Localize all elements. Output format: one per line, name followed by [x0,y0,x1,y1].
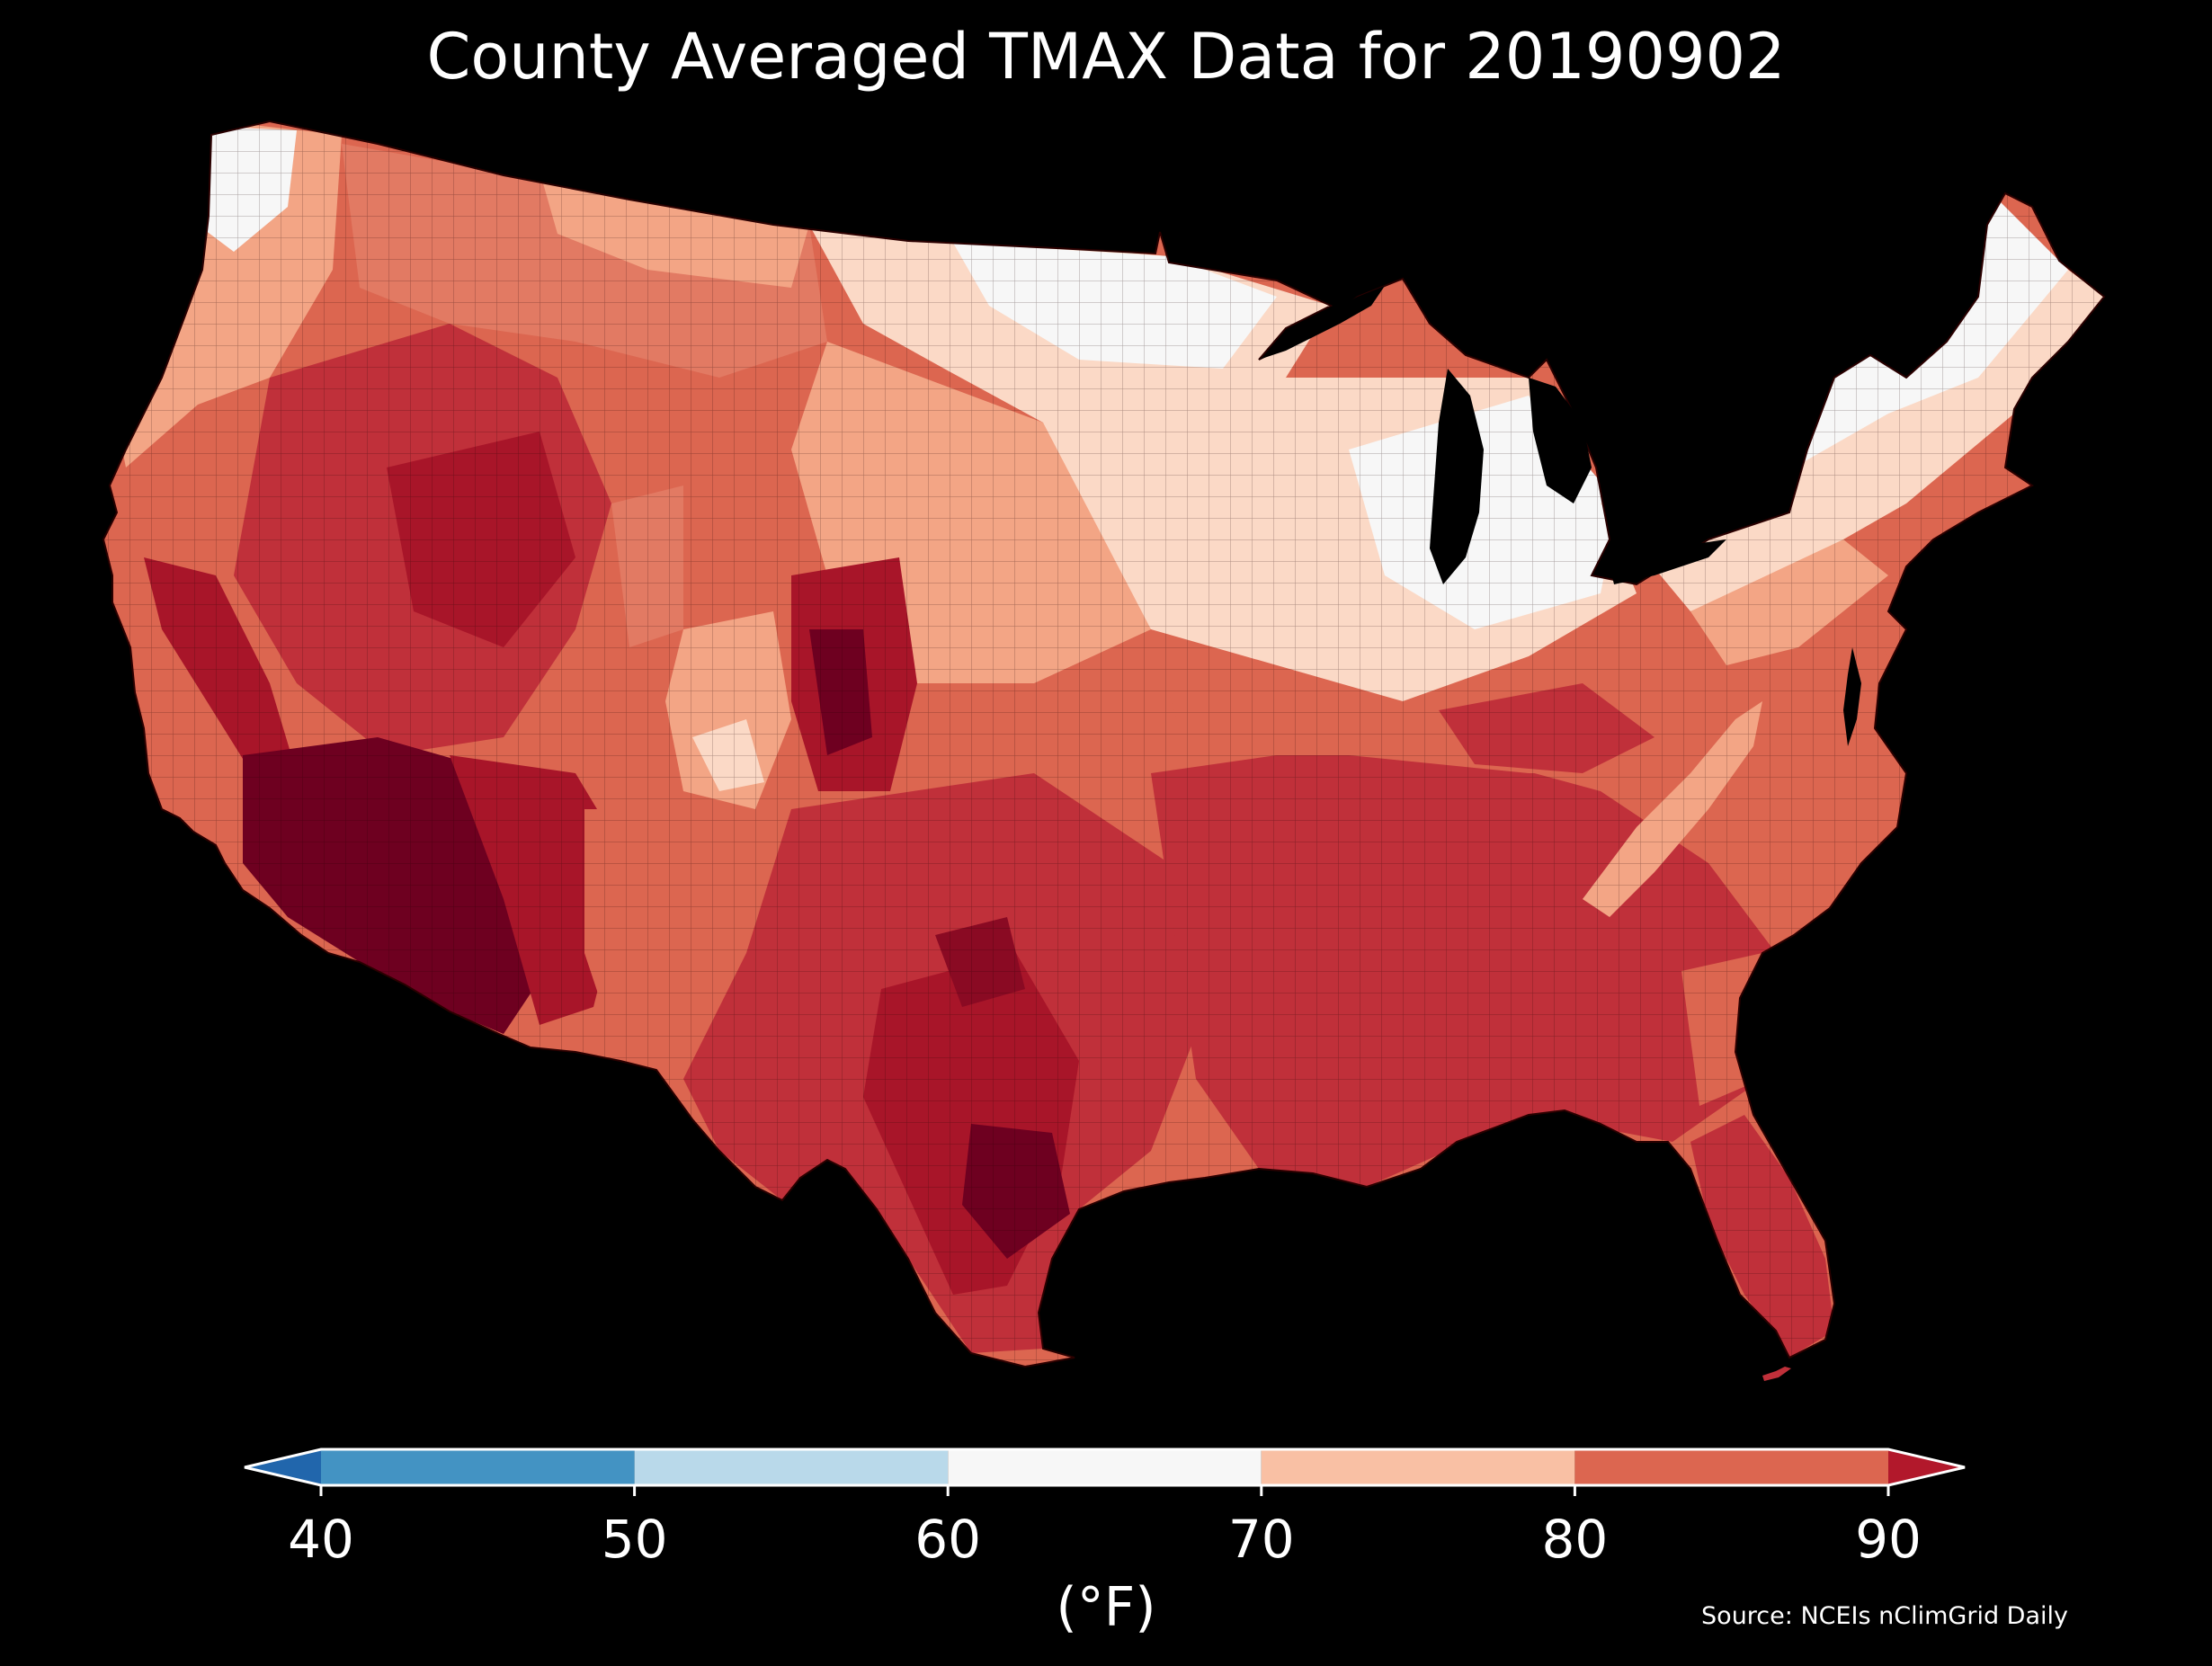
colorbar-over-triangle [1888,1449,1965,1485]
colorbar-tick-label: 90 [1855,1509,1922,1570]
source-note: Source: NCEIs nClimGrid Daily [1701,1602,2068,1630]
colorbar-tick-marks [319,1485,1890,1496]
colorbar-tick-label: 40 [288,1509,354,1570]
lake-erie [1610,539,1726,584]
colorbar-tick-label: 70 [1227,1509,1295,1570]
florida-keys [1762,1367,1791,1381]
colorbar-tick-label: 50 [601,1509,668,1570]
map-title: County Averaged TMAX Data for 20190902 [426,20,1786,94]
colorbar-bin-40-50 [321,1449,635,1485]
colorbar-bin-70-80 [1261,1449,1575,1485]
colorbar-bins [321,1449,1888,1485]
colorbar-bin-80-90 [1574,1449,1888,1485]
colorbar-tick-label: 60 [914,1509,982,1570]
lake-michigan [1430,369,1484,584]
colorbar-unit-label: (°F) [1056,1576,1156,1639]
colorbar-bin-50-60 [634,1449,949,1485]
colorbar-tick-label: 80 [1541,1509,1609,1570]
chesapeake-bay [1843,647,1861,746]
colorbar-bin-60-70 [948,1449,1262,1485]
lake-huron [1529,378,1592,503]
colorbar-under-triangle [245,1449,321,1485]
lake-superior [1259,286,1385,360]
